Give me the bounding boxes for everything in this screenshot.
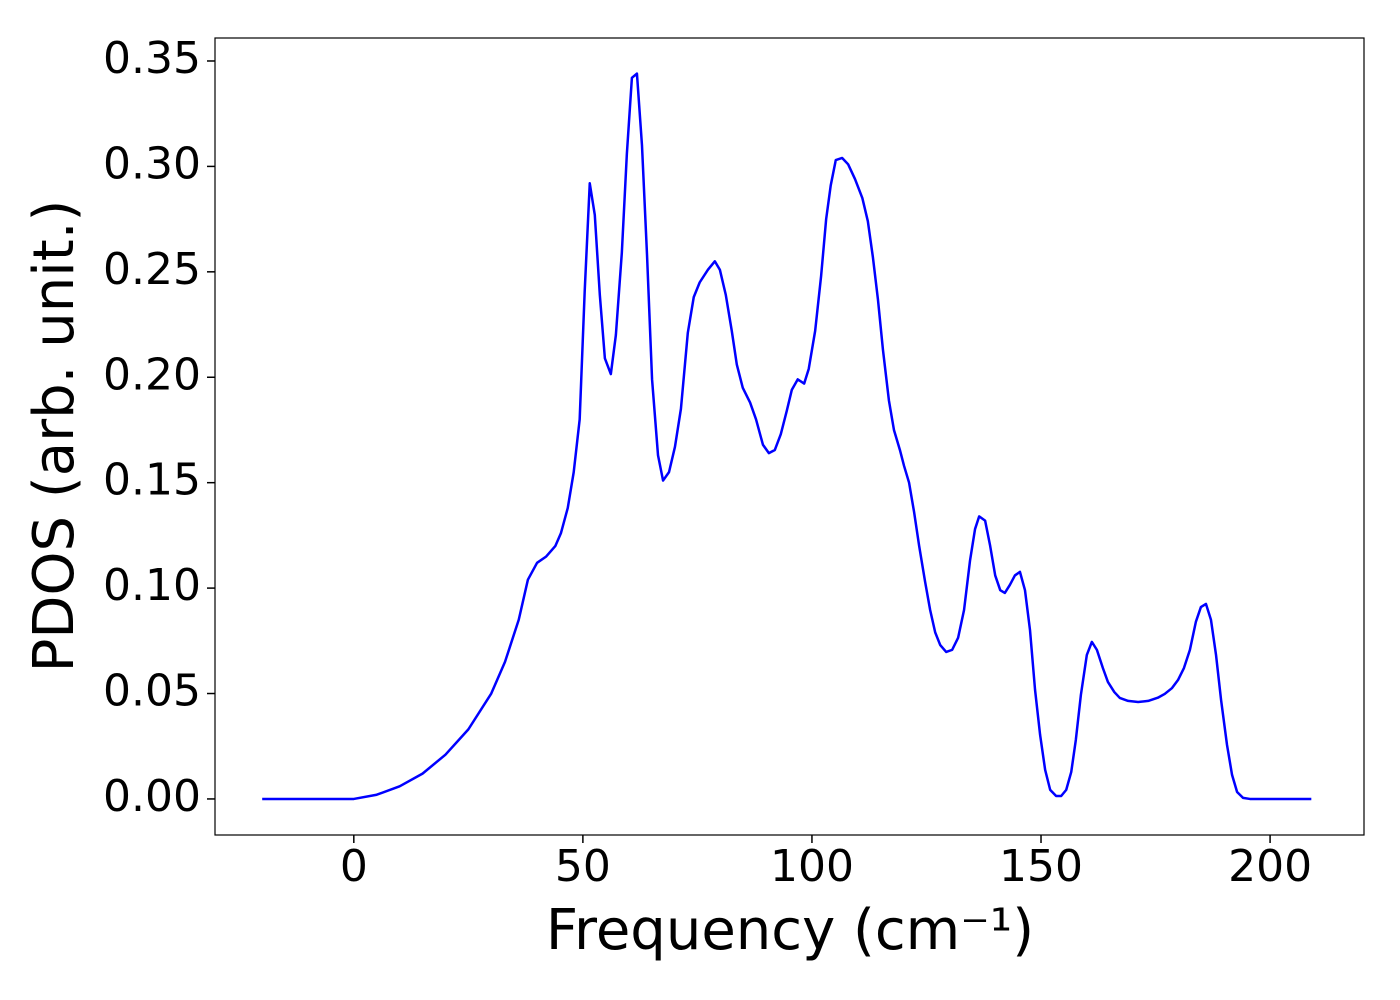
y-tick-label: 0.00 [103, 771, 201, 822]
y-tick-label: 0.15 [103, 455, 201, 506]
x-tick-label: 0 [340, 841, 368, 892]
x-tick-label: 50 [555, 841, 611, 892]
y-tick-label: 0.05 [103, 666, 201, 717]
x-tick-label: 200 [1228, 841, 1312, 892]
y-tick-label: 0.20 [103, 349, 201, 400]
x-axis-label: Frequency (cm⁻¹) [546, 898, 1034, 963]
y-tick-label: 0.30 [103, 138, 201, 189]
y-tick-label: 0.35 [103, 33, 201, 84]
plot-frame [214, 37, 1365, 836]
x-tick-label: 150 [999, 841, 1083, 892]
y-tick-label: 0.10 [103, 560, 201, 611]
data-line [262, 72, 1312, 801]
y-tick-label: 0.25 [103, 244, 201, 295]
x-tick-label: 100 [770, 841, 854, 892]
y-axis-label: PDOS (arb. unit.) [22, 200, 87, 673]
